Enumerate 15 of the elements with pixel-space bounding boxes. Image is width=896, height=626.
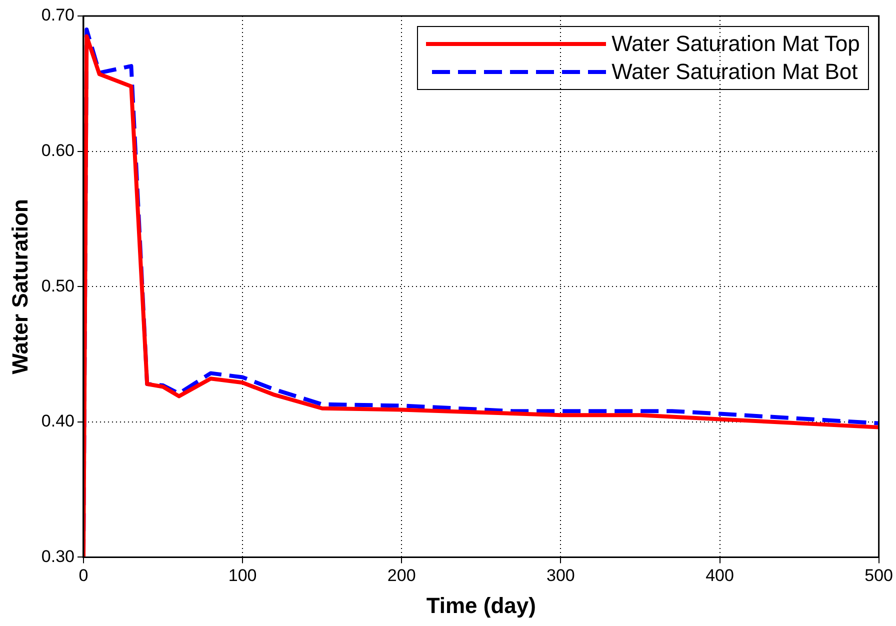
- x-tick-label: 400: [706, 566, 734, 586]
- y-tick-label: 0.70: [41, 6, 74, 25]
- x-axis-title: Time (day): [426, 592, 536, 618]
- x-tick-label: 500: [864, 566, 894, 586]
- y-tick-label: 0.30: [41, 546, 74, 566]
- y-tick-label: 0.60: [41, 140, 74, 160]
- x-tick-label: 200: [387, 566, 416, 586]
- legend-label: Water Saturation Mat Bot: [612, 58, 858, 86]
- y-axis-title: Water Saturation: [7, 198, 32, 374]
- y-tick-label: 0.40: [41, 412, 74, 431]
- legend-label: Water Saturation Mat Top: [612, 30, 860, 58]
- y-tick-label: 0.50: [41, 276, 74, 296]
- x-tick-label: 300: [546, 566, 575, 586]
- x-tick-label: 0: [78, 566, 88, 586]
- x-tick-label: 100: [228, 566, 257, 586]
